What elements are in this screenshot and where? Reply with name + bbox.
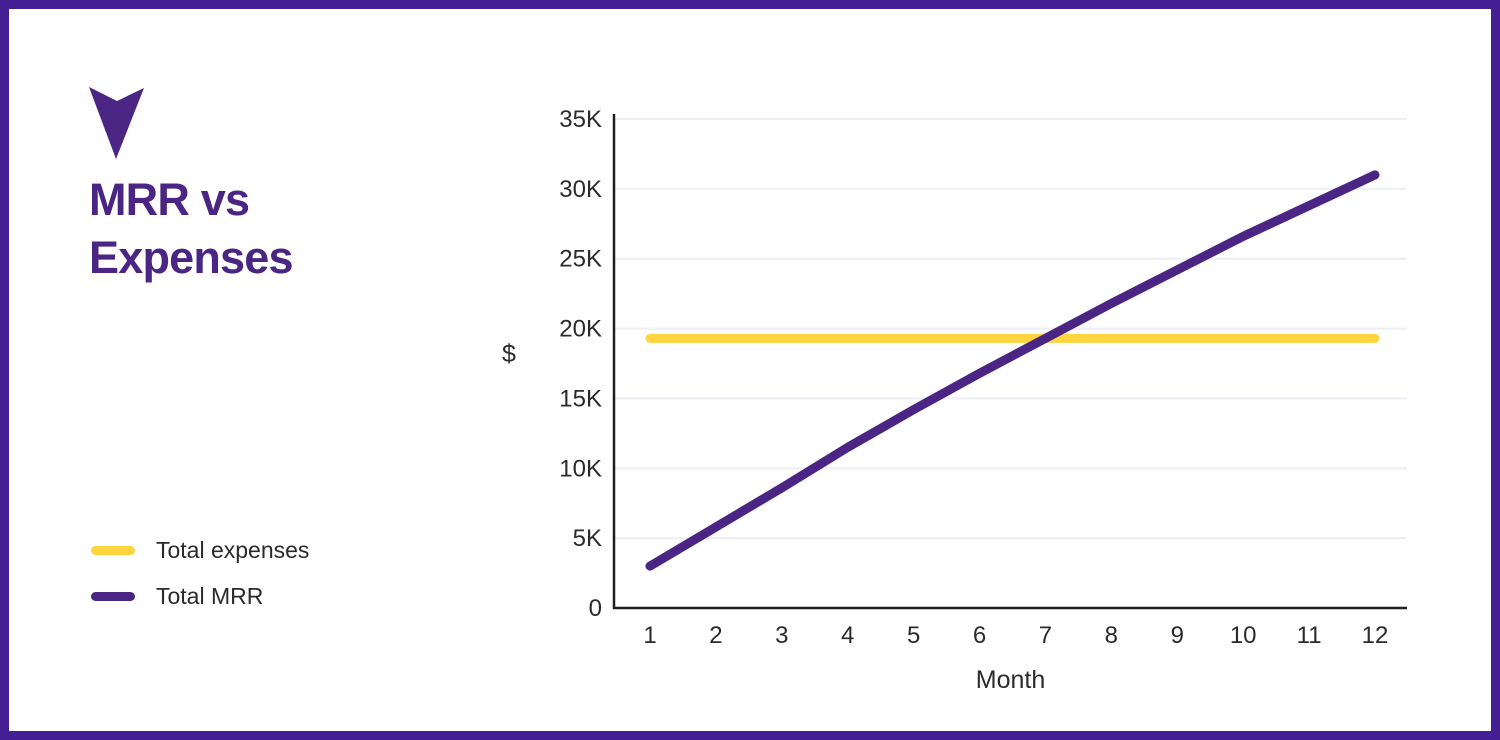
y-tick-label: 15K xyxy=(559,385,602,412)
x-tick-label: 4 xyxy=(841,622,854,649)
x-tick-label: 10 xyxy=(1230,622,1257,649)
x-axis-title: Month xyxy=(976,666,1045,694)
x-tick-label: 3 xyxy=(775,622,788,649)
x-tick-label: 12 xyxy=(1362,622,1389,649)
x-tick-label: 8 xyxy=(1105,622,1118,649)
y-tick-label: 0 xyxy=(589,595,602,622)
series-line-total-mrr xyxy=(645,170,1380,571)
x-tick-label: 2 xyxy=(709,622,722,649)
chart-title-line-2: Expenses xyxy=(89,232,294,283)
y-tick-label: 10K xyxy=(559,455,602,482)
x-tick-label: 1 xyxy=(643,622,656,649)
x-tick-label: 7 xyxy=(1039,622,1052,649)
y-tick-label: 20K xyxy=(559,316,602,343)
axis-lines xyxy=(612,114,1407,610)
y-tick-label: 35K xyxy=(559,106,602,133)
total-mrr-swatch-icon xyxy=(91,591,135,601)
legend-item-total-expenses: Total expenses xyxy=(91,536,309,564)
y-axis-title: $ xyxy=(502,340,516,368)
legend-item-total-mrr: Total MRR xyxy=(91,582,309,610)
chart-title: MRR vs Expenses xyxy=(89,171,294,287)
legend: Total expenses Total MRR xyxy=(91,536,309,610)
x-tick-label: 11 xyxy=(1297,622,1322,649)
x-tick-label: 9 xyxy=(1171,622,1184,649)
x-tick-label: 6 xyxy=(973,622,986,649)
chart-title-line-1: MRR vs xyxy=(89,174,250,225)
legend-label-total-expenses: Total expenses xyxy=(156,537,310,563)
legend-label-total-mrr: Total MRR xyxy=(156,583,264,609)
x-tick-label: 5 xyxy=(907,622,920,649)
y-tick-label: 30K xyxy=(559,176,602,203)
arrow-down-icon xyxy=(89,87,144,159)
arrow-down-shape xyxy=(89,87,144,159)
y-tick-label: 25K xyxy=(559,246,602,273)
y-tick-label: 5K xyxy=(573,525,602,552)
total-expenses-swatch-icon xyxy=(91,545,135,555)
